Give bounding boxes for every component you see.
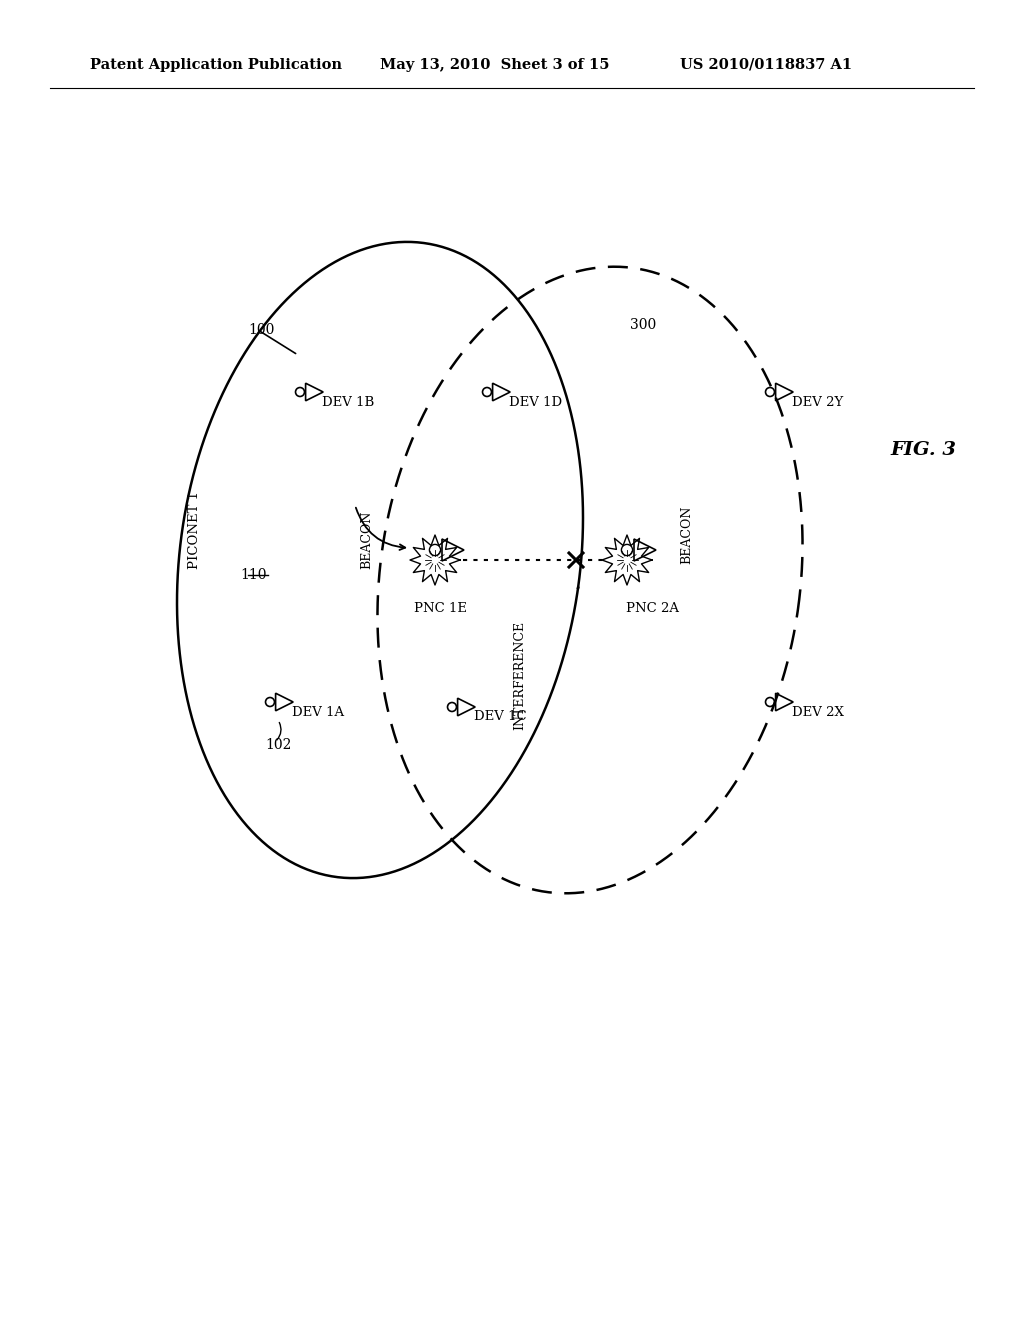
Text: 100: 100 xyxy=(248,323,274,337)
Text: DEV 1A: DEV 1A xyxy=(292,705,344,718)
Text: BEACON: BEACON xyxy=(681,506,693,564)
Text: PNC 1E: PNC 1E xyxy=(414,602,467,615)
Text: May 13, 2010  Sheet 3 of 15: May 13, 2010 Sheet 3 of 15 xyxy=(380,58,609,73)
Text: DEV 1C: DEV 1C xyxy=(474,710,526,723)
Text: PICONET 1: PICONET 1 xyxy=(188,491,202,569)
Text: 102: 102 xyxy=(265,738,292,752)
Text: DEV 1D: DEV 1D xyxy=(509,396,562,408)
Text: PNC 2A: PNC 2A xyxy=(626,602,679,615)
Text: 110: 110 xyxy=(240,568,266,582)
Text: BEACON: BEACON xyxy=(360,511,374,569)
Text: Patent Application Publication: Patent Application Publication xyxy=(90,58,342,73)
Text: DEV 1B: DEV 1B xyxy=(322,396,374,408)
Text: INTERFERENCE: INTERFERENCE xyxy=(513,620,526,730)
Text: 300: 300 xyxy=(630,318,656,333)
Text: DEV 2Y: DEV 2Y xyxy=(792,396,843,408)
Text: DEV 2X: DEV 2X xyxy=(792,705,844,718)
Text: FIG. 3: FIG. 3 xyxy=(890,441,956,459)
Text: US 2010/0118837 A1: US 2010/0118837 A1 xyxy=(680,58,852,73)
